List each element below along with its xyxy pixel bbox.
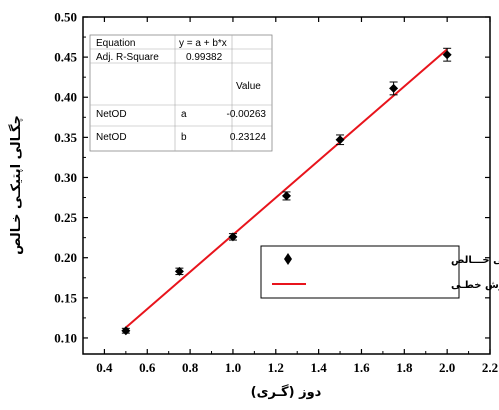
legend-marker-measured [284,253,292,265]
fit-table-cell: a [181,109,187,120]
legend: چگـــالی اپتیکـــی خـــالص بـرازش خطـی [260,245,499,299]
y-axis-ticks: 0.10 0.15 0.20 0.25 0.30 0.35 0.40 0.45 0.50 [54,10,490,345]
fit-table-cells: Equation y = a + b*x Adj. R-Square 0.99382 V… [96,38,266,143]
data-point [282,191,291,201]
x-tick-label: 0.8 [182,360,199,375]
fit-table-cell: Adj. R-Square [96,52,159,63]
fit-table-cell: NetOD [96,109,127,120]
x-tick-label: 0.6 [139,360,156,375]
x-axis-title: دوز (گـری) [251,384,322,400]
y-tick-label: 0.10 [54,330,77,345]
fit-table-cell: -0.00263 [227,109,267,120]
x-tick-label: 1.0 [225,360,241,375]
legend-box [260,245,460,299]
x-axis-ticks: 0.4 0.6 0.8 1.0 1.2 1.4 1.6 1.8 2.0 2.2 [96,17,498,375]
data-point [228,232,238,242]
x-tick-label: 1.6 [353,360,370,375]
x-tick-label: 1.2 [268,360,284,375]
fit-table-cell: Equation [96,38,135,49]
fit-table-cell: 0.99382 [186,52,223,63]
fit-table-cell: y = a + b*x [179,38,227,49]
y-tick-label: 0.50 [54,10,77,25]
x-tick-label: 0.4 [96,360,113,375]
fit-table-grid [90,35,272,151]
data-point [335,135,345,145]
y-tick-label: 0.35 [54,130,77,145]
x-tick-label: 1.8 [396,360,413,375]
linear-fit-line [125,48,448,329]
x-tick-label: 2.2 [482,360,498,375]
y-tick-label: 0.45 [54,50,77,65]
data-point [121,326,131,336]
fit-results-table: Equation y = a + b*x Adj. R-Square 0.99382 V… [89,34,273,152]
legend-label-fit: بـرازش خطـی [451,280,499,291]
fit-table-frame [89,34,273,152]
fit-table-cell: NetOD [96,132,127,143]
fit-table-cell: b [181,132,187,143]
data-point [174,266,184,276]
fit-table-cell: 0.23124 [230,132,267,143]
y-tick-label: 0.30 [54,170,77,185]
data-point [389,83,399,93]
y-axis-title: چگـالی اپتیکـی خـالص [8,115,24,255]
data-points-layer [121,47,452,336]
y-tick-label: 0.15 [54,290,77,305]
y-tick-label: 0.20 [54,250,77,265]
y-tick-label: 0.25 [54,210,77,225]
fit-line-layer [125,48,448,329]
plot-frame [82,16,491,355]
x-tick-label: 2.0 [439,360,455,375]
legend-label-measured: چگـــالی اپتیکـــی خـــالص [451,253,499,266]
x-tick-label: 1.4 [311,360,328,375]
fit-table-cell: Value [236,81,261,92]
y-tick-label: 0.40 [54,90,77,105]
data-point [442,50,452,60]
